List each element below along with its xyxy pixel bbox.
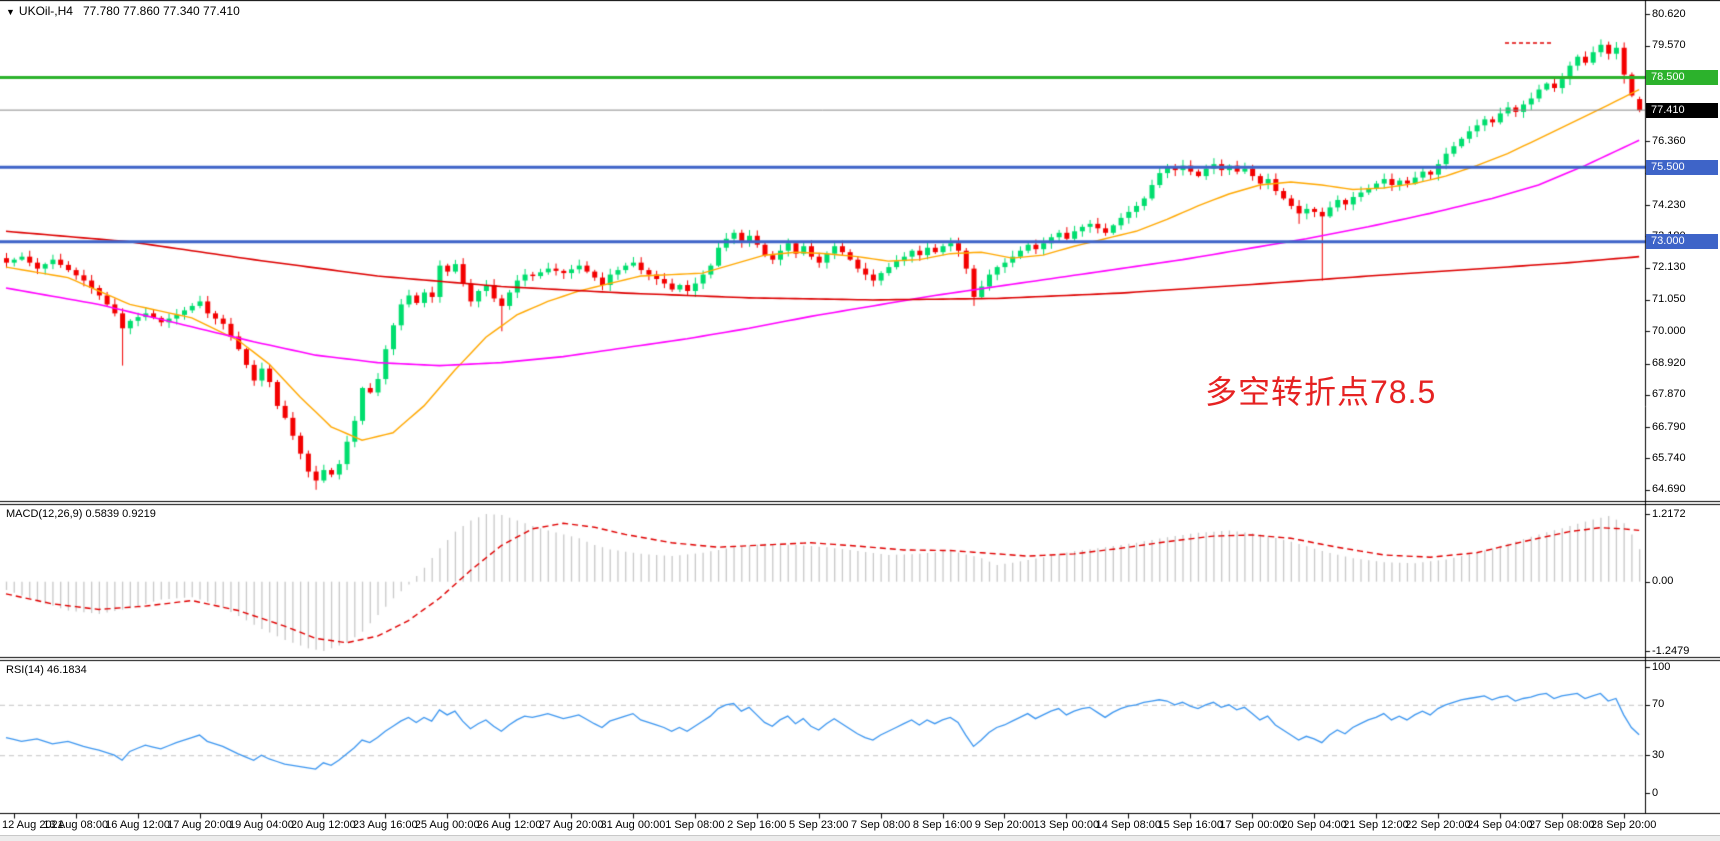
time-axis-label: 8 Sep 16:00 — [912, 819, 973, 831]
time-axis-label: 17 Aug 20:00 — [167, 819, 232, 831]
symbol-timeframe-label: UKOil-,H4 — [18, 4, 73, 18]
time-axis-label: 9 Sep 20:00 — [974, 819, 1035, 831]
pivot-annotation-text[interactable]: 多空转折点78.5 — [1205, 374, 1437, 410]
price-tick-label: 74.230 — [1652, 198, 1686, 211]
time-axis-label: 5 Sep 23:00 — [789, 819, 849, 831]
time-axis-label: 25 Aug 00:00 — [414, 819, 480, 831]
price-tick-label: 79.570 — [1652, 39, 1686, 52]
macd-scale-label: -1.2479 — [1652, 644, 1690, 657]
macd-scale-label: 1.2172 — [1652, 507, 1686, 520]
macd-scale-label: 0.00 — [1652, 575, 1674, 588]
time-axis-label: 26 Aug 12:00 — [476, 819, 542, 831]
chart-title: ▼ UKOil-,H4 77.780 77.860 77.340 77.410 — [6, 4, 240, 18]
price-tick-label: 72.130 — [1652, 261, 1686, 274]
time-axis-label: 14 Sep 08:00 — [1095, 819, 1162, 831]
rsi-scale-label: 100 — [1652, 660, 1671, 673]
rsi-scale-label: 30 — [1652, 748, 1665, 761]
time-axis-label: 27 Sep 08:00 — [1529, 819, 1595, 831]
ohlc-values: 77.780 77.860 77.340 77.410 — [82, 4, 240, 18]
price-tick-label: 65.740 — [1652, 451, 1686, 464]
price-tick-label: 68.920 — [1652, 357, 1686, 370]
time-axis-label: 27 Aug 20:00 — [538, 819, 604, 831]
time-axis-label: 16 Aug 12:00 — [105, 819, 170, 831]
price-tick-label: 71.050 — [1652, 293, 1686, 306]
price-badge-73.000: 73.000 — [1646, 234, 1718, 250]
symbol-dropdown-icon[interactable]: ▼ — [6, 7, 15, 17]
time-axis-label: 28 Sep 20:00 — [1590, 819, 1657, 831]
price-badge-78.500: 78.500 — [1646, 70, 1718, 86]
price-tick-label: 76.360 — [1652, 134, 1686, 147]
time-axis-label: 23 Aug 16:00 — [352, 819, 418, 831]
price-tick-label: 64.690 — [1652, 483, 1686, 496]
time-axis-label: 21 Sep 12:00 — [1343, 819, 1409, 831]
price-tick-label: 66.790 — [1652, 420, 1686, 433]
price-tick-label: 80.620 — [1652, 7, 1686, 20]
rsi-indicator-label: RSI(14) 46.1834 — [6, 664, 87, 676]
time-axis-label: 17 Sep 00:00 — [1219, 819, 1285, 831]
time-axis-label: 22 Sep 20:00 — [1405, 819, 1471, 831]
time-axis-label: 2 Sep 16:00 — [727, 819, 787, 831]
time-axis-label: 24 Sep 04:00 — [1467, 819, 1533, 831]
time-axis-label: 13 Aug 08:00 — [43, 819, 109, 831]
time-axis-label: 13 Sep 00:00 — [1033, 819, 1100, 831]
time-axis-label: 15 Sep 16:00 — [1157, 819, 1223, 831]
price-badge-75.500: 75.500 — [1646, 159, 1718, 175]
rsi-scale-label: 70 — [1652, 698, 1665, 711]
price-badge-77.410: 77.410 — [1646, 102, 1718, 118]
macd-indicator-label: MACD(12,26,9) 0.5839 0.9219 — [6, 508, 156, 520]
time-axis-label: 20 Sep 04:00 — [1281, 819, 1347, 831]
time-axis-label: 7 Sep 08:00 — [850, 819, 911, 831]
time-axis-label: 31 Aug 00:00 — [600, 819, 666, 831]
rsi-scale-label: 0 — [1652, 786, 1659, 799]
time-axis-label: 1 Sep 08:00 — [665, 819, 725, 831]
price-tick-label: 67.870 — [1652, 388, 1686, 401]
price-tick-label: 70.000 — [1652, 324, 1686, 337]
time-axis-label: 19 Aug 04:00 — [228, 819, 294, 831]
time-axis-label: 20 Aug 12:00 — [290, 819, 356, 831]
time-axis-label: 12 Aug 2021 — [2, 819, 64, 831]
window-bottom-edge — [0, 835, 1720, 841]
